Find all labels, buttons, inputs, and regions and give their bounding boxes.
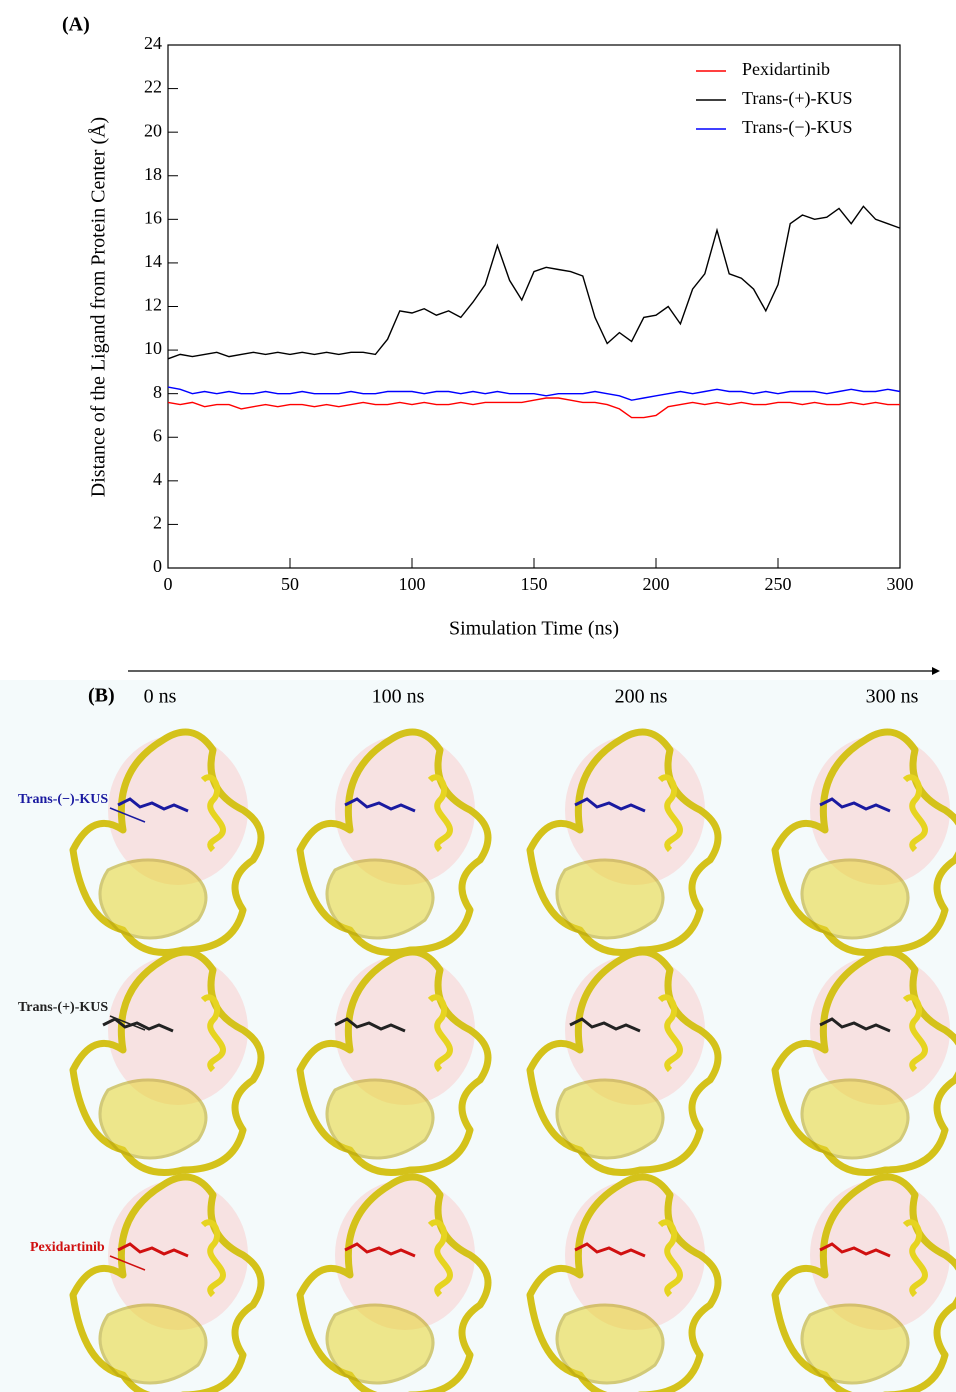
x-tick-label: 150 — [521, 574, 548, 594]
protein-core — [800, 858, 910, 940]
y-tick-label: 20 — [144, 120, 162, 140]
ligand — [102, 1017, 174, 1033]
y-tick-label: 14 — [144, 251, 162, 271]
protein-core — [555, 858, 665, 940]
ligand — [819, 1017, 891, 1033]
x-tick-label: 250 — [765, 574, 792, 594]
panel-label: (A) — [62, 14, 90, 36]
ligand — [569, 1017, 641, 1033]
ligand-arrow — [109, 807, 146, 823]
y-tick-label: 6 — [153, 425, 162, 445]
timepoint-label: 0 ns — [144, 686, 177, 708]
ligand-label: Pexidartinib — [30, 1240, 105, 1255]
panel-label: (B) — [88, 685, 115, 707]
protein-ribbon — [771, 948, 956, 1176]
protein-ribbon — [771, 728, 956, 956]
protein-helix — [657, 774, 684, 853]
protein-core — [555, 1078, 665, 1160]
data-line — [167, 386, 901, 401]
x-tick-label: 100 — [399, 574, 426, 594]
ligand — [117, 797, 189, 813]
protein-core — [98, 1303, 208, 1385]
y-tick-label: 16 — [144, 207, 162, 227]
y-tick-label: 10 — [144, 338, 162, 358]
y-tick-label: 0 — [153, 556, 162, 576]
ligand — [574, 1242, 646, 1258]
protein-helix — [657, 994, 684, 1073]
protein-core — [325, 858, 435, 940]
protein-ribbon — [69, 728, 265, 956]
protein-ribbon — [69, 948, 265, 1176]
protein-ribbon — [526, 728, 722, 956]
timepoint-label: 300 ns — [866, 686, 919, 708]
legend-label: Trans-(−)-KUS — [742, 117, 853, 138]
data-line — [167, 397, 900, 419]
protein-core — [325, 1078, 435, 1160]
ligand-label: Trans-(−)-KUS — [18, 792, 108, 807]
protein-helix — [902, 774, 929, 853]
data-line — [167, 205, 901, 360]
x-tick-label: 50 — [281, 574, 299, 594]
y-tick-label: 22 — [144, 77, 162, 97]
protein-helix — [427, 1219, 454, 1298]
protein-core — [800, 1303, 910, 1385]
protein-helix — [200, 994, 227, 1073]
ligand — [117, 1242, 189, 1258]
y-tick-label: 12 — [144, 295, 162, 315]
ligand — [344, 797, 416, 813]
legend-label: Trans-(+)-KUS — [742, 88, 853, 109]
timepoint-label: 200 ns — [615, 686, 668, 708]
protein-core — [800, 1078, 910, 1160]
protein-helix — [902, 1219, 929, 1298]
protein-helix — [427, 994, 454, 1073]
protein-helix — [427, 774, 454, 853]
y-tick-label: 2 — [153, 513, 162, 533]
y-axis-label: Distance of the Ligand from Protein Cent… — [88, 117, 110, 497]
x-tick-label: 300 — [887, 574, 914, 594]
ligand-arrow — [109, 1015, 146, 1031]
x-tick-label: 0 — [164, 574, 173, 594]
protein-core — [98, 1078, 208, 1160]
protein-ribbon — [526, 948, 722, 1176]
ligand — [574, 797, 646, 813]
protein-helix — [200, 1219, 227, 1298]
protein-ribbon — [296, 948, 492, 1176]
ligand-label: Trans-(+)-KUS — [18, 1000, 108, 1015]
x-tick-label: 200 — [643, 574, 670, 594]
protein-core — [98, 858, 208, 940]
ligand — [344, 1242, 416, 1258]
y-tick-label: 4 — [153, 469, 162, 489]
protein-helix — [200, 774, 227, 853]
legend-label: Pexidartinib — [742, 59, 830, 79]
protein-ribbon — [296, 728, 492, 956]
protein-core — [325, 1303, 435, 1385]
y-tick-label: 8 — [153, 382, 162, 402]
protein-core — [555, 1303, 665, 1385]
ligand — [334, 1017, 406, 1033]
protein-helix — [657, 1219, 684, 1298]
y-tick-label: 24 — [144, 33, 162, 53]
ligand-arrow — [109, 1255, 146, 1271]
x-axis-label: Simulation Time (ns) — [449, 618, 619, 640]
ligand — [819, 1242, 891, 1258]
protein-helix — [902, 994, 929, 1073]
y-tick-label: 18 — [144, 164, 162, 184]
time-arrow-head — [932, 667, 940, 675]
timepoint-label: 100 ns — [372, 686, 425, 708]
ligand — [819, 797, 891, 813]
